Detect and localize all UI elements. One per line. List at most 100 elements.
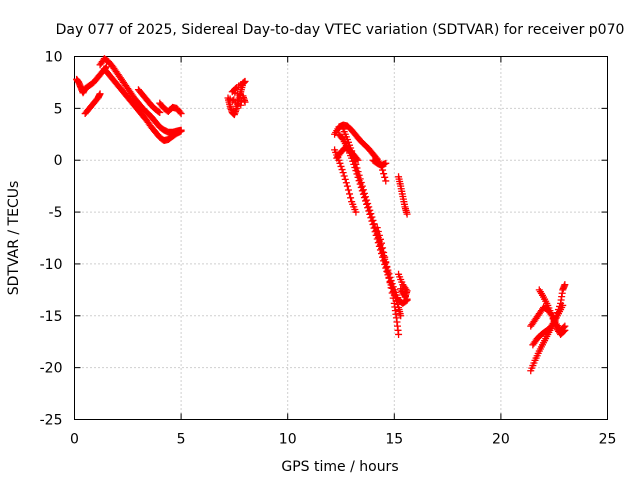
data-point xyxy=(360,189,368,197)
data-point xyxy=(550,318,558,326)
data-point xyxy=(340,172,348,180)
data-point xyxy=(156,109,164,117)
data-point xyxy=(354,168,362,176)
data-points xyxy=(73,55,569,375)
x-tick-label: 15 xyxy=(385,432,403,448)
data-point xyxy=(237,101,245,109)
data-point xyxy=(388,289,396,297)
data-point xyxy=(559,301,567,309)
data-point xyxy=(346,190,354,198)
series-track-13 xyxy=(373,224,403,338)
data-point xyxy=(389,294,397,302)
data-point xyxy=(373,224,381,232)
data-point xyxy=(352,208,360,216)
data-point xyxy=(341,175,349,183)
data-point xyxy=(155,108,163,116)
chart-title: Day 077 of 2025, Sidereal Day-to-day VTE… xyxy=(56,22,625,38)
data-point xyxy=(336,159,344,167)
x-tick-label: 10 xyxy=(279,432,297,448)
data-point xyxy=(382,177,390,185)
y-tick-label: -20 xyxy=(40,361,63,377)
data-point xyxy=(355,171,363,179)
data-point xyxy=(368,213,376,221)
y-tick-label: -5 xyxy=(49,205,63,221)
series-track-7 xyxy=(224,77,249,119)
y-tick-label: -15 xyxy=(40,309,63,325)
data-point xyxy=(353,155,361,163)
data-point xyxy=(397,312,405,320)
x-axis-label: GPS time / hours xyxy=(281,459,398,475)
data-point xyxy=(358,182,366,190)
data-point xyxy=(548,312,556,320)
data-point xyxy=(339,169,347,177)
data-point xyxy=(177,127,185,135)
data-point xyxy=(356,175,364,183)
data-point xyxy=(403,295,411,303)
data-point xyxy=(369,216,377,224)
series-track-19 xyxy=(529,301,567,349)
data-point xyxy=(370,220,378,228)
y-tick-label: -25 xyxy=(40,413,63,429)
data-point xyxy=(354,156,362,164)
data-point xyxy=(403,210,411,218)
data-point xyxy=(241,98,249,106)
data-point xyxy=(357,179,365,187)
x-tick-labels: 0 5 10 15 20 25 xyxy=(70,432,616,448)
series-track-20 xyxy=(535,286,569,338)
data-point xyxy=(380,170,388,178)
data-point xyxy=(176,108,184,116)
y-tick-label: 5 xyxy=(54,101,63,117)
data-point xyxy=(549,315,557,323)
data-point xyxy=(362,193,370,201)
data-point xyxy=(347,194,355,202)
data-point xyxy=(386,279,394,287)
data-point xyxy=(561,281,569,289)
data-point xyxy=(344,186,352,194)
grid-lines xyxy=(74,56,608,420)
data-point xyxy=(378,239,386,247)
data-point xyxy=(338,166,346,174)
data-point xyxy=(383,263,391,271)
data-point xyxy=(379,244,387,252)
data-point xyxy=(342,179,350,187)
data-point xyxy=(367,210,375,218)
data-point xyxy=(387,284,395,292)
data-point xyxy=(382,258,390,266)
series-track-2 xyxy=(81,90,104,118)
data-point xyxy=(376,235,384,243)
data-point xyxy=(96,90,104,98)
plot-frame xyxy=(74,56,608,420)
x-tick-label: 20 xyxy=(492,432,510,448)
data-point xyxy=(364,200,372,208)
data-point xyxy=(380,249,388,257)
series-track-12 xyxy=(333,144,362,164)
data-point xyxy=(353,164,361,172)
x-tick-label: 5 xyxy=(177,432,186,448)
data-point xyxy=(560,327,568,335)
series-track-14 xyxy=(395,270,411,303)
y-tick-labels: -25 -20 -15 -10 -5 0 5 10 xyxy=(40,50,63,429)
data-point xyxy=(382,159,390,167)
data-point xyxy=(561,326,569,334)
data-point xyxy=(177,110,185,118)
series-track-5 xyxy=(134,86,164,117)
series-track-15 xyxy=(395,173,411,218)
y-tick-label: 0 xyxy=(54,153,63,169)
data-point xyxy=(359,186,367,194)
y-axis-label: SDTVAR / TECUs xyxy=(6,181,22,296)
y-tick-label: 10 xyxy=(45,50,63,66)
data-point xyxy=(375,231,383,239)
series-track-3 xyxy=(96,55,185,136)
data-point xyxy=(343,182,351,190)
series-track-4 xyxy=(100,65,185,145)
axis-ticks xyxy=(74,56,608,420)
series-track-16 xyxy=(369,156,390,169)
data-point xyxy=(337,162,345,170)
data-point xyxy=(381,173,389,181)
data-point xyxy=(551,321,559,329)
data-point xyxy=(395,330,403,338)
series-track-6 xyxy=(156,99,185,118)
y-tick-label: -10 xyxy=(40,257,63,273)
data-point xyxy=(363,196,371,204)
